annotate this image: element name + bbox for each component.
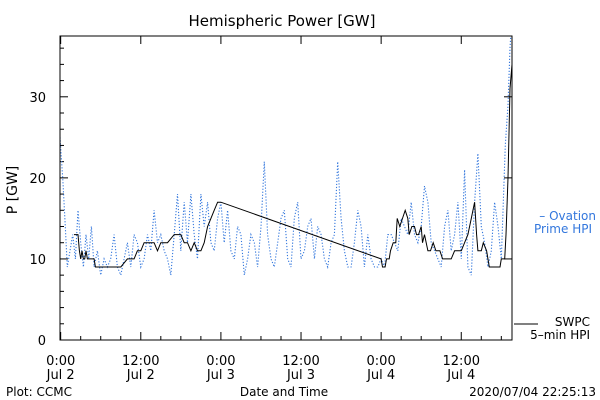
x-tick-date-label: Jul 2 [126, 368, 155, 383]
y-tick-label: 10 [29, 253, 46, 268]
x-tick-date-label: Jul 3 [206, 368, 235, 383]
series-ovation-prime-line [60, 36, 512, 277]
x-tick-date-label: Jul 4 [366, 368, 395, 383]
x-tick-time-label: 0:00 [206, 354, 235, 369]
chart-title: Hemispheric Power [GW] [189, 12, 376, 30]
plot-frame [59, 35, 513, 341]
y-axis-label: P [GW] [5, 166, 21, 215]
x-tick-time-label: 0:00 [367, 354, 396, 369]
x-tick-time-label: 12:00 [282, 354, 319, 369]
legend-ovation-line1: – Ovation [539, 209, 596, 223]
x-axis-label: Date and Time [240, 385, 328, 399]
y-tick-label: 20 [29, 172, 46, 187]
x-tick-date-label: Jul 2 [46, 368, 75, 383]
x-tick-date-label: Jul 4 [446, 368, 475, 383]
y-tick-label: 0 [38, 334, 46, 349]
legend-ovation-line2: Prime HPI [534, 222, 592, 236]
series-swpc-line [74, 64, 512, 268]
series-layer [60, 36, 512, 277]
footer-credit: Plot: CCMC [6, 385, 72, 399]
legend-swpc-line2: 5–min HPI [530, 328, 590, 342]
legend-ovation: – Ovation Prime HPI [534, 209, 596, 236]
x-tick-time-label: 12:00 [443, 354, 480, 369]
footer-timestamp: 2020/07/04 22:25:13 [469, 385, 596, 399]
x-tick-date-label: Jul 3 [286, 368, 315, 383]
y-tick-label: 30 [29, 91, 46, 106]
legend-swpc: SWPC 5–min HPI [514, 315, 590, 342]
legend-swpc-line1: SWPC [555, 315, 590, 329]
y-axis-ticks: 0 10 20 30 [29, 47, 512, 349]
x-tick-time-label: 0:00 [46, 354, 75, 369]
x-tick-time-label: 12:00 [122, 354, 159, 369]
